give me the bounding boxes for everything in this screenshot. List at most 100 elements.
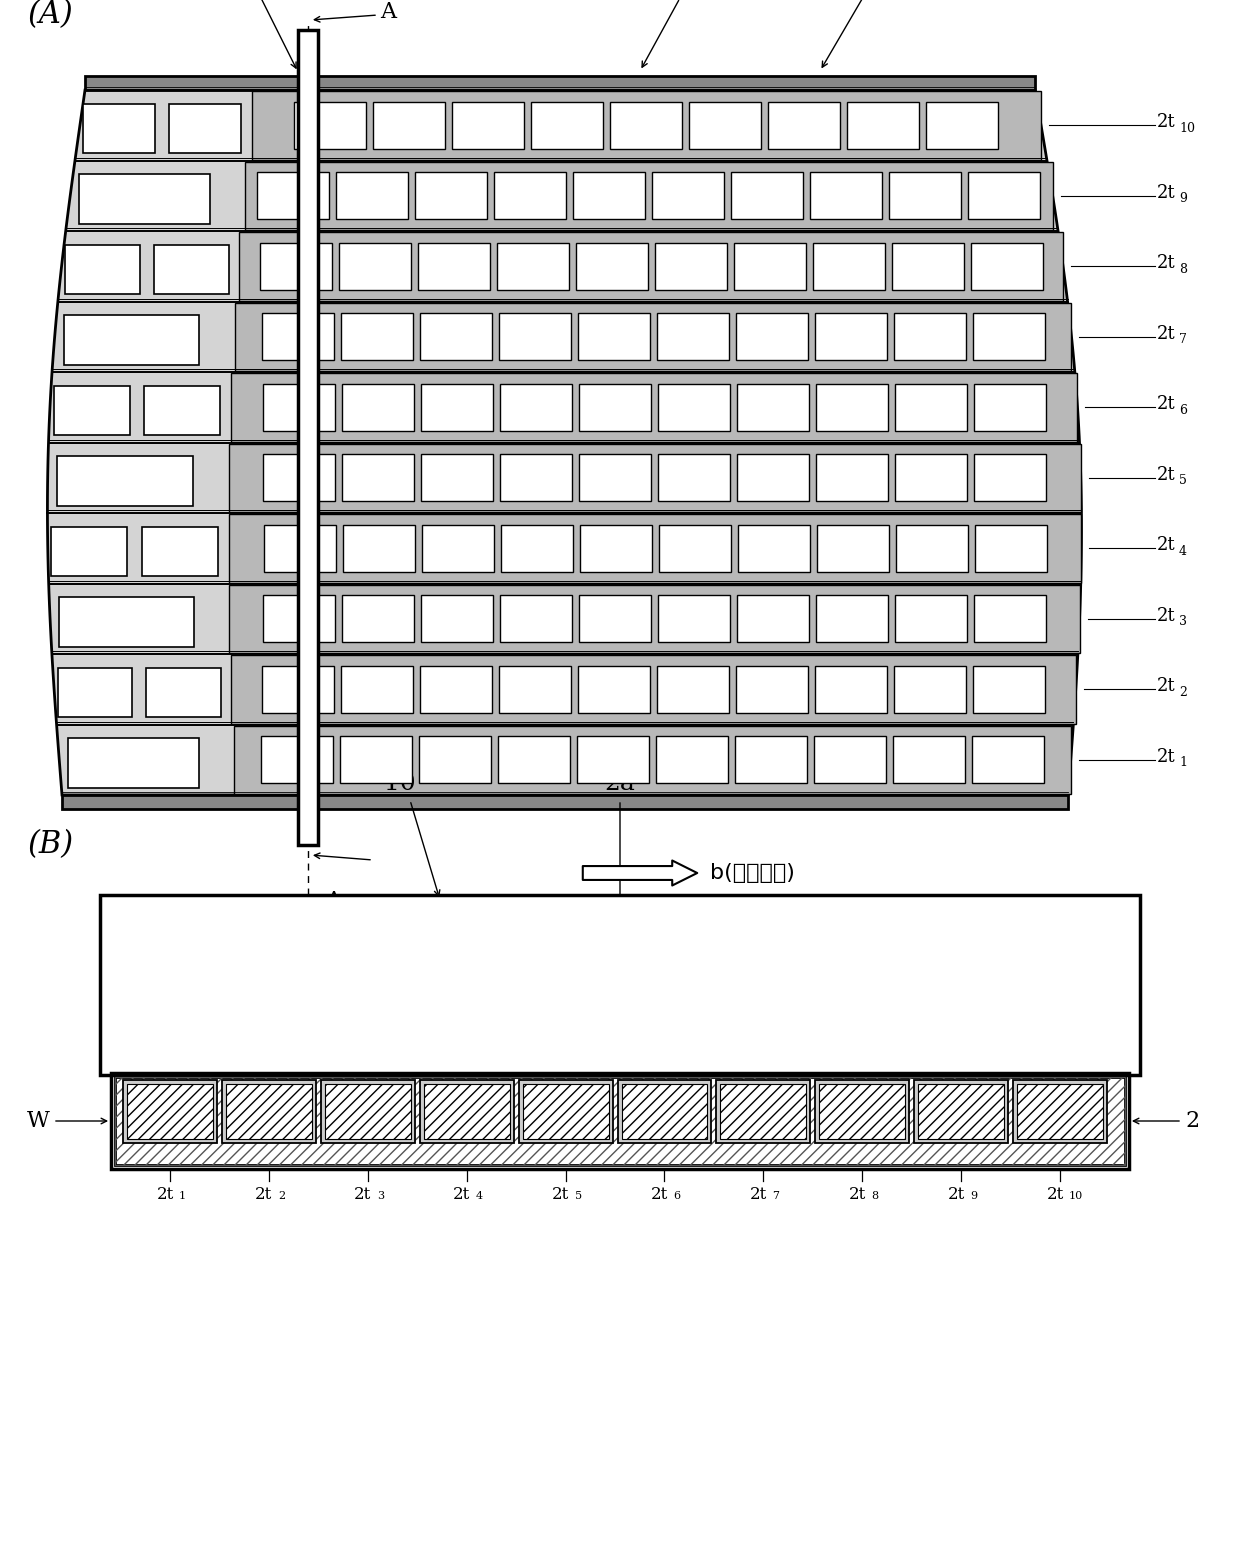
Bar — [497, 243, 569, 289]
Bar — [222, 1081, 316, 1143]
Text: 10: 10 — [384, 771, 415, 795]
Bar — [889, 173, 961, 219]
Bar — [816, 454, 889, 501]
Bar — [577, 737, 649, 784]
Bar — [226, 1084, 311, 1140]
Bar — [498, 666, 570, 712]
Bar — [968, 173, 1040, 219]
Bar — [68, 739, 198, 788]
Bar — [373, 103, 445, 149]
Bar — [769, 103, 841, 149]
Text: 2t: 2t — [1157, 536, 1176, 554]
Text: 2: 2 — [1179, 686, 1187, 698]
Text: 3: 3 — [377, 1191, 384, 1200]
Text: 8: 8 — [1179, 263, 1187, 275]
Bar — [1013, 1081, 1107, 1143]
Bar — [418, 243, 490, 289]
Bar — [717, 1081, 810, 1143]
Text: 1: 1 — [179, 1191, 186, 1200]
Bar — [738, 526, 810, 572]
Text: (B): (B) — [29, 829, 74, 860]
Bar — [497, 737, 569, 784]
Text: 2t: 2t — [1157, 114, 1176, 131]
Bar — [231, 655, 1076, 723]
Bar — [532, 103, 604, 149]
Bar — [259, 243, 332, 289]
Bar — [895, 596, 967, 642]
Bar — [146, 667, 221, 717]
Bar — [579, 526, 651, 572]
Text: 4: 4 — [476, 1191, 482, 1200]
Bar — [656, 314, 729, 361]
Text: 8: 8 — [872, 1191, 878, 1200]
Text: A: A — [379, 2, 396, 23]
Bar — [579, 454, 651, 501]
Bar — [342, 526, 414, 572]
Bar — [820, 1084, 905, 1140]
Bar — [420, 666, 492, 712]
Bar — [263, 384, 335, 431]
Bar — [815, 314, 887, 361]
Bar — [453, 103, 525, 149]
Bar — [51, 527, 128, 577]
Text: 2t: 2t — [1157, 748, 1176, 765]
Bar — [972, 737, 1044, 784]
Bar — [816, 596, 888, 642]
Bar — [325, 1084, 410, 1140]
Bar — [500, 384, 572, 431]
Bar — [658, 526, 730, 572]
Bar — [811, 173, 883, 219]
Text: 9: 9 — [1179, 193, 1187, 205]
Text: 2t: 2t — [1047, 1186, 1064, 1204]
Text: 2t: 2t — [1157, 183, 1176, 202]
Bar — [973, 384, 1045, 431]
Bar — [294, 103, 366, 149]
Bar — [144, 386, 221, 435]
Bar — [578, 666, 650, 712]
Text: 5: 5 — [1179, 474, 1187, 487]
Text: 2t: 2t — [1157, 678, 1176, 695]
Bar — [336, 173, 408, 219]
Text: 2a: 2a — [605, 771, 635, 795]
Bar — [263, 596, 335, 642]
Bar — [812, 243, 884, 289]
Text: 2: 2 — [1185, 1110, 1199, 1132]
Text: 7: 7 — [773, 1191, 780, 1200]
Bar — [141, 527, 218, 577]
Bar — [573, 173, 646, 219]
Text: 1: 1 — [1179, 756, 1187, 770]
Bar — [63, 316, 198, 365]
Bar — [228, 515, 1081, 583]
Bar — [100, 896, 1140, 1075]
Text: 2t: 2t — [750, 1186, 768, 1204]
Bar — [79, 174, 211, 224]
Text: 7: 7 — [1179, 333, 1187, 347]
Text: 2t: 2t — [1157, 606, 1176, 625]
Bar — [262, 314, 334, 361]
Bar — [339, 243, 410, 289]
Bar — [262, 666, 334, 712]
Bar — [735, 314, 807, 361]
Bar — [895, 454, 967, 501]
Bar — [62, 795, 1068, 809]
Text: 2t: 2t — [1157, 466, 1176, 484]
Text: A: A — [325, 889, 341, 911]
Bar — [229, 585, 1080, 653]
Bar — [813, 737, 885, 784]
Bar — [415, 173, 487, 219]
Bar — [973, 666, 1045, 712]
Bar — [246, 162, 1053, 230]
Bar — [233, 726, 1070, 795]
Bar — [737, 666, 808, 712]
Text: 2t: 2t — [255, 1186, 273, 1204]
Bar — [655, 243, 727, 289]
Bar — [229, 443, 1081, 512]
Bar — [892, 243, 963, 289]
Bar — [579, 384, 651, 431]
Bar — [420, 596, 494, 642]
Bar — [847, 103, 919, 149]
Bar — [115, 1078, 1125, 1165]
Bar — [734, 243, 806, 289]
Text: 2t: 2t — [453, 1186, 470, 1204]
Bar — [66, 244, 140, 294]
